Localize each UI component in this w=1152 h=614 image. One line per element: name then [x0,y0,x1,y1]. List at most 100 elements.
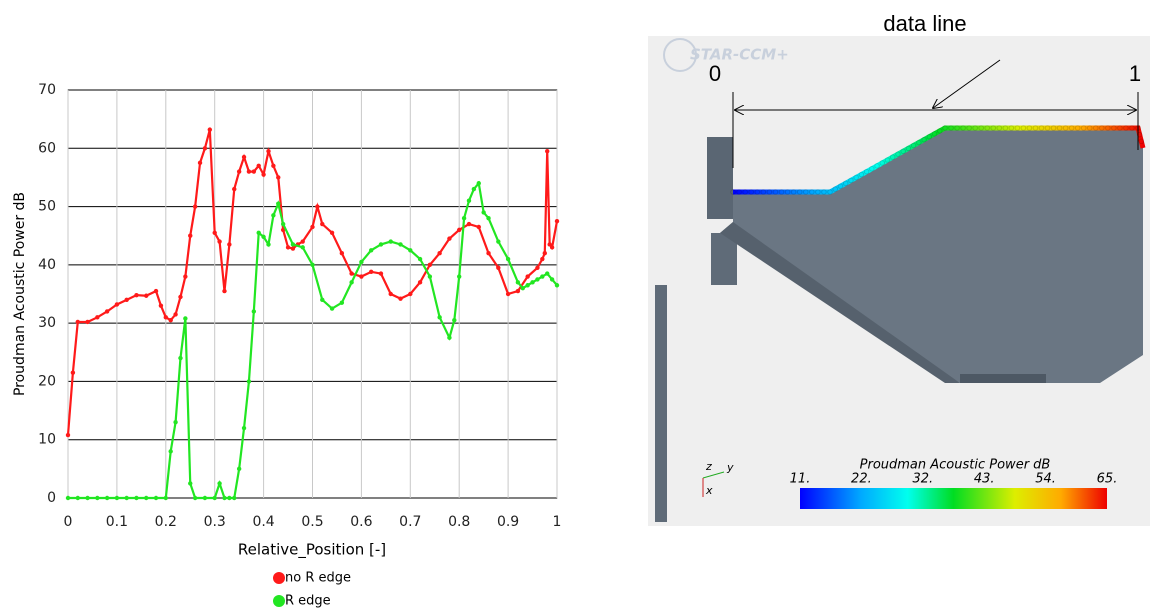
data-point [213,231,217,235]
data-point [418,280,422,284]
data-point [257,164,261,168]
data-point [134,293,138,297]
data-point [66,433,70,437]
data-point [144,294,148,298]
data-point [291,246,295,250]
data-point [340,251,344,255]
data-point [188,234,192,238]
data-point [227,242,231,246]
data-point [173,420,177,424]
data-point [379,271,383,275]
data-point [168,449,172,453]
data-point [124,496,128,500]
data-point [85,496,89,500]
data-point [115,302,119,306]
page: STAR-CCM+ data line 0 1 z y x Proudman A… [0,0,1152,614]
data-point [349,280,353,284]
x-tick-label: 0.5 [301,514,323,530]
data-point [105,309,109,313]
data-point [389,239,393,243]
data-point [550,277,554,281]
data-point [232,187,236,191]
y-tick-label: 60 [38,140,56,156]
x-tick-label: 0 [64,514,73,530]
data-point [379,242,383,246]
triad-label: y [726,461,734,474]
data-point [545,149,549,153]
data-point [71,370,75,374]
colorbar-label: 22. [851,472,872,487]
data-point [154,496,158,500]
data-point [198,161,202,165]
slab [960,374,1046,383]
data-point [437,251,441,255]
data-point [447,236,451,240]
x-tick-label: 0.1 [106,514,128,530]
y-tick-label: 10 [38,432,56,448]
data-point [252,309,256,313]
data-point [134,496,138,500]
data-point [242,426,246,430]
y-tick-label: 0 [47,490,56,506]
data-point [447,336,451,340]
data-point [301,239,305,243]
data-point [462,216,466,220]
data-point [76,496,80,500]
block [707,137,733,219]
data-point [525,274,529,278]
x-tick-label: 1 [553,514,562,530]
x-tick-label: 0.9 [497,514,519,530]
annotation: data line [883,11,966,36]
data-point [76,320,80,324]
data-point [535,266,539,270]
y-tick-label: 30 [38,315,56,331]
data-point [481,210,485,214]
data-point [398,296,402,300]
colorbar-label: 11. [790,472,811,487]
data-point [359,260,363,264]
x-tick-label: 0.2 [155,514,177,530]
data-point [521,286,525,290]
data-point [144,496,148,500]
data-point [208,127,212,131]
triad-label: z [705,460,712,473]
data-point [525,283,529,287]
data-point [320,298,324,302]
data-point [467,199,471,203]
data-point [310,225,314,229]
data-point [291,242,295,246]
colorbar-label: 65. [1097,472,1118,487]
data-point [516,289,520,293]
data-point [535,277,539,281]
colorbar-label: 43. [974,472,995,487]
data-point [159,303,163,307]
data-point [261,235,265,239]
data-point [477,225,481,229]
data-point [95,315,99,319]
data-point [472,187,476,191]
data-point [261,172,265,176]
y-tick-label: 50 [38,199,56,215]
data-point [168,318,172,322]
data-point [330,231,334,235]
data-point [281,222,285,226]
data-point [496,266,500,270]
data-point [457,228,461,232]
colorbar-title: Proudman Acoustic Power dB [860,458,1051,473]
data-point [203,146,207,150]
data-point [301,245,305,249]
legend-label: no R edge [285,571,351,586]
y-axis-label: Proudman Acoustic Power dB [12,192,28,396]
legend-label: R edge [285,594,331,609]
data-point [266,149,270,153]
end-label: 1 [1129,61,1141,86]
x-tick-label: 0.8 [448,514,470,530]
colorbar-label: 32. [912,472,933,487]
data-point [252,169,256,173]
data-point [237,467,241,471]
data-point [183,274,187,278]
x-tick-label: 0.3 [204,514,226,530]
data-point [408,248,412,252]
data-point [178,295,182,299]
data-point [271,164,275,168]
